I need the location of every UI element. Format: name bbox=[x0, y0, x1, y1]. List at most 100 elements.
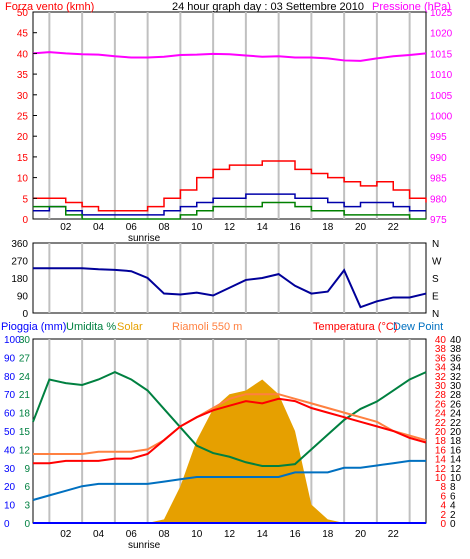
y-tick-temp-right: 28 bbox=[450, 390, 462, 401]
wind-series-line bbox=[32, 51, 427, 62]
y-tick-compass: E bbox=[432, 292, 439, 303]
y-tick-temp: 2 bbox=[440, 510, 446, 521]
x-tick-label-bottom: 18 bbox=[322, 529, 334, 540]
y-tick-rain: 60 bbox=[4, 409, 16, 420]
y-tick-temp-right: 30 bbox=[450, 381, 462, 392]
y-tick-temp-right: 6 bbox=[450, 491, 456, 502]
y-tick-temp-right: 34 bbox=[450, 363, 462, 374]
y-tick-pressure: 1005 bbox=[430, 91, 453, 102]
wind-direction-panel bbox=[32, 242, 427, 314]
x-tick-label-bottom: 20 bbox=[355, 529, 367, 540]
y-tick-temp-right: 26 bbox=[450, 399, 462, 410]
rain-label: Pioggia (mm) bbox=[1, 321, 66, 333]
y-tick-temp: 38 bbox=[435, 344, 447, 355]
y-tick-humidity: 3 bbox=[24, 501, 30, 512]
y-tick-temp: 24 bbox=[435, 409, 447, 420]
temperature-label: Temperatura (°C) bbox=[313, 321, 397, 333]
y-tick-pressure: 985 bbox=[430, 174, 447, 185]
bottom-series-line bbox=[32, 371, 427, 467]
x-tick-label-top: 08 bbox=[158, 222, 170, 233]
y-tick-temp: 20 bbox=[435, 427, 447, 438]
x-tick-label-top: 06 bbox=[126, 222, 138, 233]
x-tick-label-top: 02 bbox=[60, 222, 72, 233]
y-tick-temp-right: 0 bbox=[450, 519, 456, 530]
y-tick-pressure: 995 bbox=[430, 132, 447, 143]
x-tick-label-top: 22 bbox=[388, 222, 400, 233]
y-tick-wind: 10 bbox=[17, 174, 29, 185]
y-tick-temp-right: 8 bbox=[450, 482, 456, 493]
x-tick-label-bottom: 16 bbox=[289, 529, 301, 540]
y-tick-temp: 22 bbox=[435, 418, 447, 429]
y-tick-wind: 0 bbox=[22, 215, 28, 226]
y-tick-temp: 6 bbox=[440, 491, 446, 502]
y-tick-temp: 28 bbox=[435, 390, 447, 401]
x-tick-label-bottom: 14 bbox=[257, 529, 269, 540]
y-tick-wind: 20 bbox=[17, 132, 29, 143]
y-tick-rain: 40 bbox=[4, 445, 16, 456]
y-tick-pressure: 1010 bbox=[430, 70, 453, 81]
y-tick-humidity: 24 bbox=[19, 372, 31, 383]
x-tick-label-bottom: 06 bbox=[126, 529, 138, 540]
y-tick-humidity: 15 bbox=[19, 427, 31, 438]
y-tick-direction: 180 bbox=[11, 274, 28, 285]
bottom-series-line bbox=[33, 393, 427, 455]
y-tick-pressure: 980 bbox=[430, 194, 447, 205]
y-tick-temp: 40 bbox=[435, 335, 447, 346]
y-tick-compass: N bbox=[432, 309, 439, 320]
y-tick-humidity: 0 bbox=[24, 519, 30, 530]
y-tick-wind: 5 bbox=[22, 194, 28, 205]
y-tick-humidity: 18 bbox=[19, 409, 31, 420]
solar-label: Solar bbox=[117, 321, 143, 333]
y-tick-humidity: 21 bbox=[19, 390, 31, 401]
station-label: Riamoli 550 m bbox=[172, 321, 242, 333]
y-tick-direction: 0 bbox=[22, 309, 28, 320]
y-tick-temp-right: 12 bbox=[450, 464, 462, 475]
chart-title: 24 hour graph day : 03 Settembre 2010 bbox=[172, 1, 364, 13]
y-tick-wind: 40 bbox=[17, 49, 29, 60]
wind-speed-label: Forza vento (kmh) bbox=[5, 1, 94, 13]
y-tick-rain: 90 bbox=[4, 353, 16, 364]
x-tick-label-bottom: 04 bbox=[93, 529, 105, 540]
y-tick-temp-right: 38 bbox=[450, 344, 462, 355]
x-tick-label-bottom: 12 bbox=[224, 529, 236, 540]
y-tick-temp-right: 32 bbox=[450, 372, 462, 383]
y-tick-temp-right: 10 bbox=[450, 473, 462, 484]
sunrise-label-bottom: sunrise bbox=[128, 540, 161, 551]
y-tick-compass: W bbox=[432, 257, 442, 268]
pressure-label: Pressione (hPa) bbox=[372, 1, 451, 13]
y-tick-rain: 100 bbox=[4, 335, 21, 346]
y-tick-humidity: 12 bbox=[19, 445, 31, 456]
y-tick-temp: 30 bbox=[435, 381, 447, 392]
x-tick-label-top: 14 bbox=[257, 222, 269, 233]
x-tick-label-top: 18 bbox=[322, 222, 334, 233]
sunrise-label-top: sunrise bbox=[128, 233, 161, 244]
dewpoint-label: Dew Point bbox=[393, 321, 443, 333]
y-tick-temp-right: 16 bbox=[450, 445, 462, 456]
x-tick-label-top: 10 bbox=[191, 222, 203, 233]
solar-area bbox=[33, 379, 426, 523]
x-tick-label-bottom: 02 bbox=[60, 529, 72, 540]
y-tick-direction: 360 bbox=[11, 239, 28, 250]
y-tick-humidity: 30 bbox=[19, 335, 31, 346]
y-tick-direction: 270 bbox=[11, 257, 28, 268]
y-tick-direction: 90 bbox=[17, 292, 29, 303]
y-tick-humidity: 27 bbox=[19, 353, 31, 364]
y-tick-temp-right: 20 bbox=[450, 427, 462, 438]
y-tick-temp: 16 bbox=[435, 445, 447, 456]
x-tick-label-bottom: 10 bbox=[191, 529, 203, 540]
y-tick-rain: 80 bbox=[4, 372, 16, 383]
x-tick-label-bottom: 22 bbox=[388, 529, 400, 540]
x-tick-label-top: 16 bbox=[289, 222, 301, 233]
y-tick-temp-right: 36 bbox=[450, 353, 462, 364]
wind-series-line bbox=[33, 160, 427, 212]
x-tick-label-top: 20 bbox=[355, 222, 367, 233]
humidity-label: Umidita % bbox=[66, 321, 116, 333]
y-tick-pressure: 990 bbox=[430, 153, 447, 164]
y-tick-rain: 50 bbox=[4, 427, 16, 438]
y-tick-temp-right: 14 bbox=[450, 455, 462, 466]
x-tick-label-bottom: 08 bbox=[158, 529, 170, 540]
x-tick-label-top: 04 bbox=[93, 222, 105, 233]
y-tick-temp: 0 bbox=[440, 519, 446, 530]
y-tick-rain: 10 bbox=[4, 501, 16, 512]
